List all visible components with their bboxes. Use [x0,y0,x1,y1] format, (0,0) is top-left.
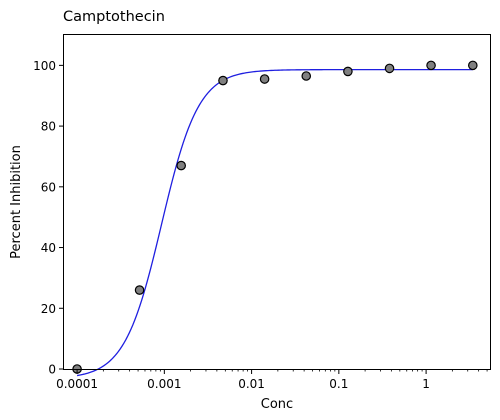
data-point [426,60,436,71]
data-point [218,75,228,86]
x-axis-label: Conc [261,397,293,412]
y-tick-label: 80 [41,120,56,134]
data-point [343,66,353,77]
fit-layer [76,68,473,377]
fit-curve [76,68,473,377]
y-axis-label: Percent Inhibition [9,145,24,259]
data-point [468,60,478,71]
x-tick-label: 0.0001 [56,377,98,391]
x-tick-label: 0.1 [329,377,348,391]
data-point [176,160,186,171]
y-axis: 0 20 40 60 80 100 [33,59,64,377]
data-point [301,71,312,81]
x-tick-label: 0.01 [238,377,265,391]
y-tick-label: 0 [48,363,56,377]
x-axis: 0.0001 0.001 0.01 0.1 1 [56,369,488,391]
x-tick-label: 1 [422,377,430,391]
data-point [134,285,145,295]
y-tick-label: 40 [41,241,56,255]
plot-area [63,34,491,370]
chart-title: Camptothecin [63,9,165,25]
y-tick-label: 20 [41,302,56,316]
y-tick-label: 100 [33,59,56,73]
data-point [259,74,270,84]
y-tick-label: 60 [41,180,56,194]
data-point [384,63,395,74]
points-layer [72,60,478,374]
x-tick-label: 0.001 [147,377,181,391]
